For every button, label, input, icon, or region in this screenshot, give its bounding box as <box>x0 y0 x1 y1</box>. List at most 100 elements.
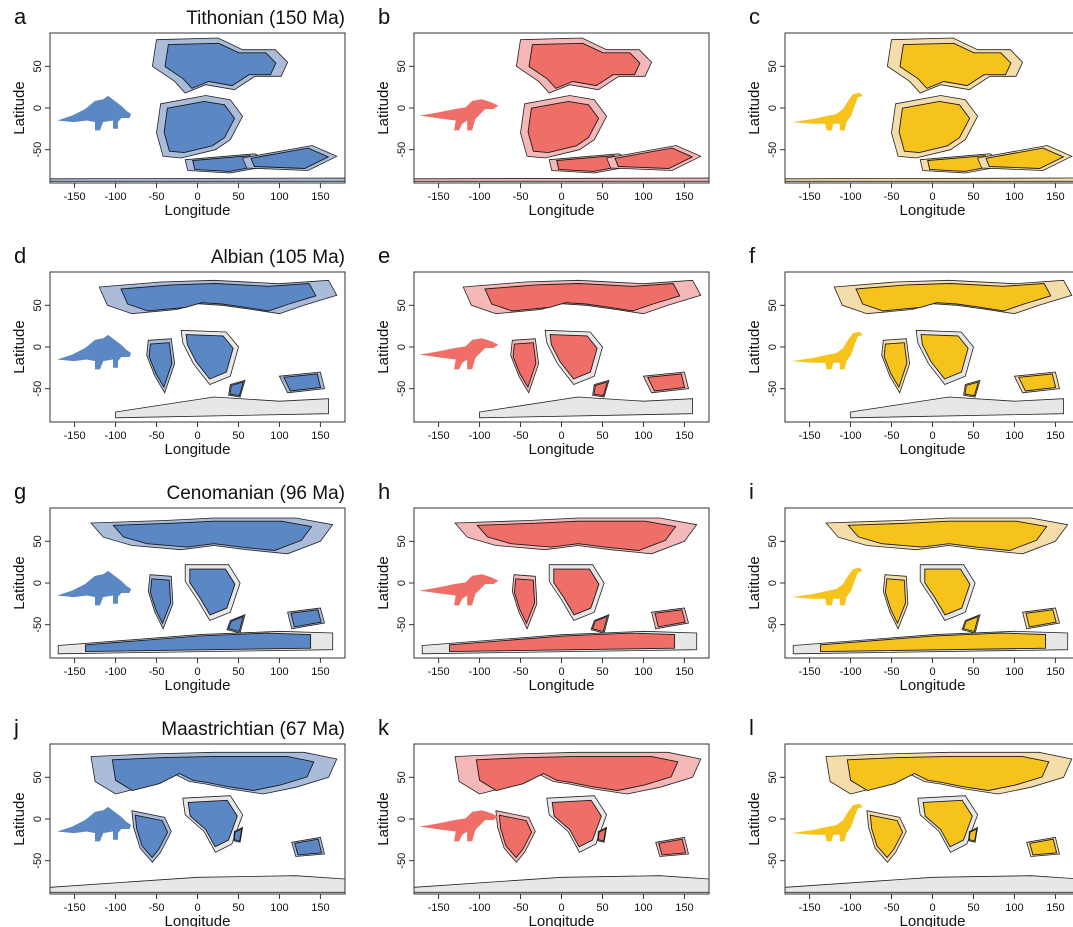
x-axis-title: Longitude <box>900 677 966 694</box>
x-tick-label: -150 <box>64 902 86 914</box>
y-tick-label: 0 <box>32 580 44 586</box>
map-panel: -150 -100 -50 0 50 100 150-50050LongitudeLatit… <box>746 715 1073 927</box>
x-tick-label: -50 <box>884 430 900 442</box>
x-tick-label: -150 <box>64 430 86 442</box>
ornithischian-icon <box>57 570 132 606</box>
x-tick-label: 150 <box>1046 191 1064 203</box>
y-tick-label: -50 <box>32 617 44 633</box>
x-tick-label: -50 <box>513 902 529 914</box>
theropod-icon <box>419 810 499 842</box>
suitable-area <box>597 827 607 842</box>
sauropod-icon <box>792 803 863 842</box>
x-tick-label: 50 <box>232 430 244 442</box>
x-tick-label: 150 <box>311 902 329 914</box>
y-tick-label: 50 <box>396 771 408 783</box>
x-axis-title: Longitude <box>900 441 966 458</box>
panel-letter: e <box>378 243 390 268</box>
map-panel: -150 -100 -50 0 50 100 150-50050LongitudeLatit… <box>11 4 346 219</box>
suitable-area <box>189 568 236 616</box>
suitable-area <box>884 578 907 625</box>
landmass <box>414 177 709 182</box>
suitable-area <box>898 100 971 154</box>
landmass <box>785 177 1073 182</box>
y-axis-title: Latitude <box>746 792 763 845</box>
y-tick-label: -50 <box>767 853 779 869</box>
y-axis-title: Latitude <box>11 792 28 845</box>
suitable-area <box>820 632 1047 653</box>
x-tick-label: -50 <box>149 430 165 442</box>
x-tick-label: -50 <box>513 666 529 678</box>
y-axis-title: Latitude <box>746 320 763 373</box>
x-tick-label: 0 <box>194 430 200 442</box>
y-axis-title: Latitude <box>746 81 763 134</box>
map-panel: -150 -100 -50 0 50 100 150-50050LongitudeLatit… <box>375 715 710 927</box>
suitable-area <box>498 814 533 859</box>
panel-letter: h <box>378 479 390 504</box>
suitable-area <box>513 578 536 625</box>
x-tick-label: -150 <box>799 666 821 678</box>
x-tick-label: -50 <box>884 902 900 914</box>
stage-title: Cenomanian (96 Ma) <box>167 483 345 504</box>
x-tick-label: -150 <box>799 430 821 442</box>
panel-letter: l <box>749 715 754 740</box>
suitable-area <box>553 568 600 616</box>
suitable-area <box>283 373 322 392</box>
x-tick-label: 100 <box>634 666 652 678</box>
x-tick-label: 0 <box>194 666 200 678</box>
y-axis-title: Latitude <box>11 556 28 609</box>
ornithischian-icon <box>57 334 132 370</box>
sauropod-icon <box>792 331 863 370</box>
x-tick-label: 50 <box>596 430 608 442</box>
map-panel: -150 -100 -50 0 50 100 150-50050LongitudeLatit… <box>11 479 346 694</box>
x-tick-label: -150 <box>428 191 450 203</box>
panel-letter: d <box>14 243 26 268</box>
panel-letter: g <box>14 479 26 504</box>
suitable-area <box>1018 373 1057 392</box>
x-tick-label: 0 <box>194 191 200 203</box>
suitable-area <box>187 799 238 848</box>
suitable-area <box>528 42 641 89</box>
suitable-area <box>964 381 980 397</box>
y-tick-label: -50 <box>396 853 408 869</box>
suitable-area <box>883 342 908 389</box>
x-tick-label: 100 <box>1005 191 1023 203</box>
x-tick-label: 0 <box>929 191 935 203</box>
y-tick-label: 50 <box>767 535 779 547</box>
x-tick-label: 150 <box>311 430 329 442</box>
x-tick-label: -100 <box>105 430 127 442</box>
suitable-area <box>847 520 1048 551</box>
map-panel: -150 -100 -50 0 50 100 150-50050LongitudeLatit… <box>375 243 710 458</box>
y-axis-title: Latitude <box>375 556 392 609</box>
y-tick-label: -50 <box>396 617 408 633</box>
x-tick-label: -150 <box>428 666 450 678</box>
x-tick-label: 100 <box>270 902 288 914</box>
suitable-area <box>476 520 677 551</box>
y-tick-label: 50 <box>396 60 408 72</box>
landmass <box>414 875 709 893</box>
suitable-area <box>593 381 609 397</box>
x-tick-label: 100 <box>270 430 288 442</box>
x-tick-label: 100 <box>634 430 652 442</box>
x-tick-label: 50 <box>596 902 608 914</box>
x-tick-label: 100 <box>634 191 652 203</box>
suitable-area <box>1029 838 1058 856</box>
suitable-area <box>148 342 173 389</box>
panel-letter: f <box>749 243 756 268</box>
suitable-area <box>968 827 978 842</box>
x-tick-label: 50 <box>967 430 979 442</box>
suitable-area <box>112 520 313 551</box>
x-tick-label: 100 <box>270 191 288 203</box>
suitable-area <box>163 100 236 154</box>
theropod-icon <box>419 99 499 131</box>
suitable-area <box>227 615 244 633</box>
y-tick-label: 0 <box>396 816 408 822</box>
stage-title: Maastrichtian (67 Ma) <box>161 719 345 740</box>
x-tick-label: 0 <box>929 666 935 678</box>
suitable-area <box>869 814 904 859</box>
y-axis-title: Latitude <box>375 81 392 134</box>
x-tick-label: -100 <box>840 902 862 914</box>
x-tick-label: 100 <box>634 902 652 914</box>
y-tick-label: 0 <box>396 344 408 350</box>
y-tick-label: -50 <box>396 142 408 158</box>
